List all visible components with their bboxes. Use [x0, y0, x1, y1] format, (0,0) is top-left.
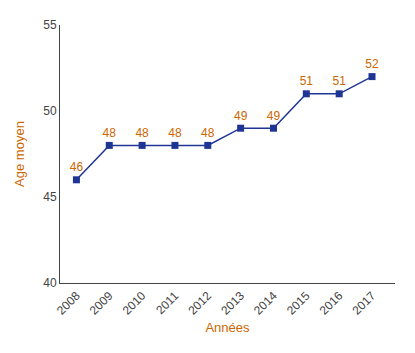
svg-text:2008: 2008	[54, 289, 83, 318]
svg-text:40: 40	[43, 276, 57, 290]
svg-text:51: 51	[332, 74, 346, 88]
svg-text:2011: 2011	[153, 289, 181, 317]
svg-text:2016: 2016	[317, 289, 346, 318]
svg-text:2013: 2013	[218, 289, 247, 318]
svg-text:48: 48	[103, 126, 117, 140]
svg-text:2012: 2012	[185, 289, 214, 318]
svg-text:49: 49	[234, 109, 248, 123]
svg-text:Age moyen: Age moyen	[12, 121, 27, 187]
svg-text:50: 50	[43, 104, 57, 118]
svg-text:45: 45	[43, 190, 57, 204]
svg-text:2015: 2015	[284, 289, 313, 318]
svg-text:51: 51	[300, 74, 314, 88]
svg-text:2017: 2017	[350, 289, 379, 318]
svg-text:48: 48	[135, 126, 149, 140]
svg-text:Années: Années	[205, 320, 250, 335]
svg-text:48: 48	[168, 126, 182, 140]
svg-text:2014: 2014	[251, 289, 280, 318]
svg-text:2010: 2010	[120, 289, 149, 318]
svg-text:49: 49	[267, 109, 281, 123]
svg-text:46: 46	[70, 160, 84, 174]
svg-text:2009: 2009	[87, 289, 116, 318]
svg-text:48: 48	[201, 126, 215, 140]
svg-text:52: 52	[365, 57, 379, 71]
svg-text:55: 55	[43, 18, 57, 32]
